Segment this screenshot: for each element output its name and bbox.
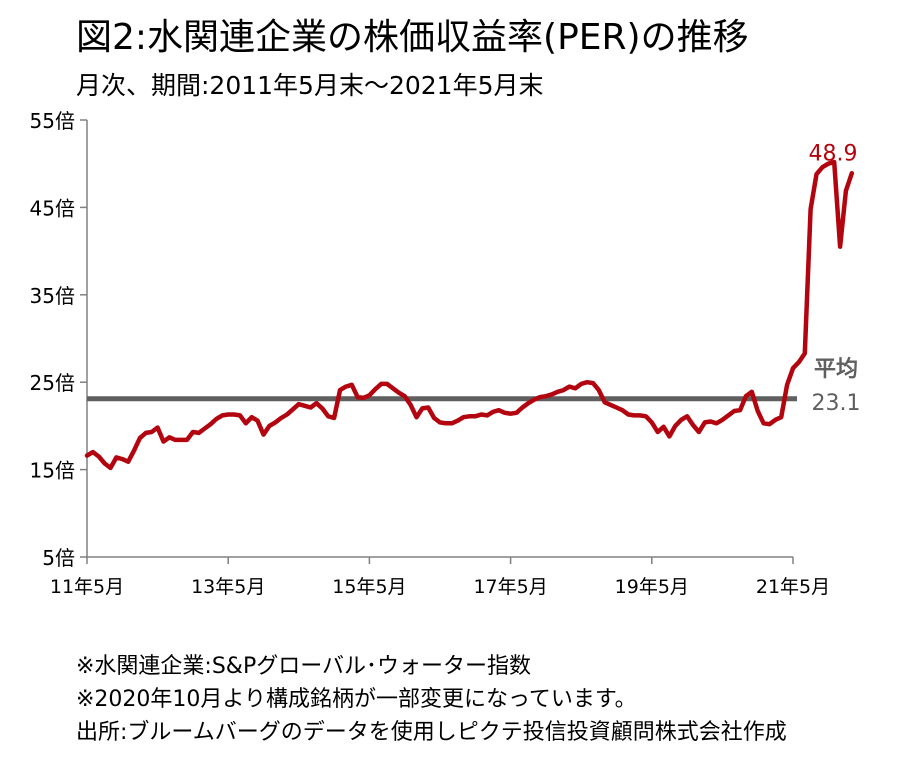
per-series-line (84, 159, 855, 471)
footnote-source: 出所:ブルームバーグのデータを使用しピクテ投信投資顧問株式会社作成 (76, 720, 787, 745)
chart-title: 図2:水関連企業の株価収益率(PER)の推移 (76, 17, 749, 58)
average-value-label: 23.1 (812, 391, 861, 416)
x-tick-label: 11年5月 (50, 576, 124, 598)
x-tick-label: 17年5月 (473, 576, 547, 598)
y-axis-ticks: 5倍 15倍 25倍 35倍 45倍 55倍 (30, 109, 87, 570)
y-tick-label: 25倍 (30, 371, 75, 395)
average-label: 平均 (814, 356, 858, 382)
y-tick-label: 35倍 (30, 284, 75, 308)
series-group (84, 159, 855, 471)
latest-value-label: 48.9 (809, 141, 858, 166)
average-line-group: 平均 23.1 (87, 356, 860, 416)
footnotes: ※水関連企業:S&Pグローバル･ウォーター指数 ※2020年10月より構成銘柄が… (76, 650, 787, 749)
annotation-group: 48.9 (809, 141, 858, 166)
x-tick-label: 15年5月 (332, 576, 406, 598)
footnote-constituent-change: ※2020年10月より構成銘柄が一部変更になっています。 (76, 687, 637, 712)
x-axis-ticks: 11年5月 13年5月 15年5月 17年5月 19年5月 21年5月 (50, 557, 830, 598)
x-tick-label: 21年5月 (756, 576, 830, 598)
per-line-chart: 5倍 15倍 25倍 35倍 45倍 55倍 11年5月 13年5月 15年5月 17年5月 19… (30, 109, 861, 598)
y-tick-label: 45倍 (30, 196, 75, 220)
chart-subtitle: 月次、期間:2011年5月末～2021年5月末 (76, 71, 544, 100)
x-tick-label: 19年5月 (615, 576, 689, 598)
y-tick-label: 5倍 (42, 546, 75, 570)
x-tick-label: 13年5月 (191, 576, 265, 598)
y-tick-label: 55倍 (30, 109, 75, 133)
y-tick-label: 15倍 (30, 459, 75, 483)
chart-axes (86, 120, 793, 558)
footnote-index-definition: ※水関連企業:S&Pグローバル･ウォーター指数 (76, 654, 532, 679)
